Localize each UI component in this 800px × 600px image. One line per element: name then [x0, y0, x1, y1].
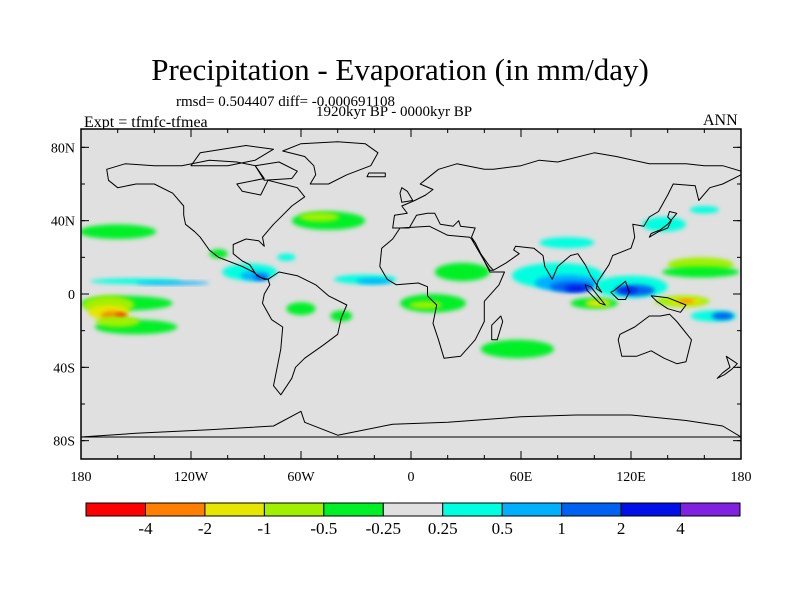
field-region-39 — [711, 312, 734, 320]
field-region-15 — [585, 299, 611, 307]
field-region-9 — [299, 212, 340, 222]
coastline-japan — [648, 211, 678, 238]
field-region-7 — [81, 224, 157, 239]
field-region-25 — [136, 281, 210, 285]
field-region-30 — [356, 278, 393, 285]
x-tick-label: 120W — [174, 470, 209, 485]
field-region-6 — [95, 316, 140, 327]
y-tick-label: 40N — [51, 215, 75, 230]
colorbar-label: 4 — [676, 519, 685, 538]
colorbar-label: -0.5 — [310, 519, 337, 538]
field-region-20 — [677, 299, 695, 304]
x-tick-label: 60E — [510, 470, 533, 485]
experiment-label: Expt = tfmfc-tfmea — [84, 114, 208, 131]
x-tick-label: 0 — [408, 470, 415, 485]
x-tick-label: 180 — [71, 470, 92, 485]
coastline-greenland — [282, 141, 379, 185]
coastline-baffin — [254, 161, 298, 181]
coastline-new-guinea — [650, 295, 687, 313]
coastline-new-zealand — [716, 355, 738, 379]
field-region-34 — [565, 285, 587, 292]
colorbar-swatch-5 — [382, 502, 444, 517]
y-tick-label: 80S — [53, 435, 75, 450]
field-region-21 — [286, 302, 316, 316]
colorbar-label: 0.25 — [428, 519, 458, 538]
field-region-37 — [618, 287, 637, 294]
colorbar-swatch-10 — [680, 502, 741, 517]
coastline-arabia-red-sea-cut — [471, 238, 494, 271]
colorbar-swatch-2 — [204, 502, 265, 517]
x-tick-label: 120E — [616, 470, 646, 485]
coastline-britain — [399, 187, 414, 203]
season-label: ANN — [703, 112, 738, 129]
colorbar-swatch-4 — [323, 502, 384, 517]
colorbar-swatch-0 — [85, 502, 146, 517]
coastline-eurasia — [392, 152, 741, 293]
field-region-40 — [539, 237, 595, 249]
coastline-borneo — [610, 280, 630, 300]
axis-ticks: 180 120W 60W 0 60E 120E 180 80N 40N 0 40S 80S — [51, 129, 752, 485]
y-tick-label: 40S — [53, 361, 75, 376]
coastline-layer — [81, 141, 741, 438]
colorbar-swatch-9 — [620, 502, 682, 517]
field-layer — [81, 206, 740, 359]
field-region-13 — [434, 262, 490, 282]
colorbar-label: -0.25 — [366, 519, 401, 538]
x-tick-label: 60W — [287, 470, 315, 485]
y-tick-label: 0 — [68, 288, 75, 303]
stats-line: rmsd= 0.504407 diff= -0.000691108 — [176, 94, 395, 110]
colorbar: -4 -2 -1 -0.5 -0.25 0.25 0.5 1 2 4 — [85, 502, 741, 538]
field-region-11 — [409, 301, 443, 309]
y-tick-label: 80N — [51, 141, 75, 156]
colorbar-swatch-1 — [145, 502, 206, 517]
x-tick-label: 180 — [731, 470, 752, 485]
coastline-antarctica — [81, 410, 741, 438]
colorbar-label: 0.5 — [492, 519, 513, 538]
colorbar-swatch-8 — [561, 502, 622, 517]
coastline-sumatra — [584, 284, 606, 306]
period-line: 1920kyr BP - 0000kyr BP — [316, 104, 473, 120]
colorbar-swatch-7 — [501, 502, 563, 517]
field-region-42 — [689, 206, 719, 214]
colorbar-label: -4 — [138, 519, 153, 538]
field-region-43 — [277, 253, 296, 261]
field-region-22 — [330, 310, 353, 322]
colorbar-label: -2 — [198, 519, 212, 538]
colorbar-label: -1 — [257, 519, 271, 538]
coastline-madagascar — [491, 315, 504, 341]
field-region-41 — [642, 217, 686, 232]
colorbar-swatch-6 — [442, 502, 503, 517]
colorbar-label: 1 — [557, 519, 566, 538]
field-region-12 — [480, 339, 554, 359]
colorbar-label: 2 — [617, 519, 626, 538]
colorbar-swatch-3 — [263, 502, 325, 517]
field-region-23 — [209, 249, 228, 259]
coastline-north-america — [106, 159, 306, 280]
coastline-australia — [617, 313, 692, 365]
coastline-iceland — [366, 172, 386, 178]
field-region-17 — [662, 266, 740, 278]
chart-title: Precipitation - Evaporation (in mm/day) — [151, 52, 649, 87]
coastline-africa — [379, 225, 505, 359]
coastline-arctic-islands — [190, 145, 274, 167]
coastline-south-america — [262, 271, 348, 396]
